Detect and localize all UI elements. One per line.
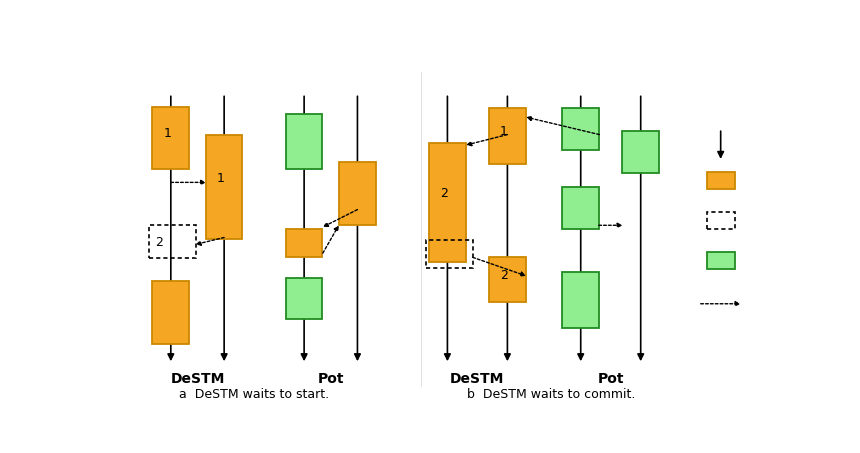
Bar <box>562 272 599 328</box>
Text: 1: 1 <box>500 125 507 138</box>
Text: b  DeSTM waits to commit.: b DeSTM waits to commit. <box>466 388 635 401</box>
Bar <box>707 252 734 269</box>
Text: 2: 2 <box>155 236 163 249</box>
Text: 1: 1 <box>217 172 224 185</box>
Bar <box>150 225 196 258</box>
Bar <box>206 135 243 239</box>
Text: 2: 2 <box>439 187 448 200</box>
Text: 1: 1 <box>163 126 171 140</box>
Bar <box>562 108 599 150</box>
Bar <box>339 163 376 225</box>
Bar <box>286 229 322 257</box>
Bar <box>286 114 322 169</box>
Text: 2: 2 <box>500 269 507 282</box>
Text: DeSTM: DeSTM <box>170 372 224 386</box>
Bar <box>429 143 466 262</box>
Bar <box>152 106 189 169</box>
Text: a  DeSTM waits to start.: a DeSTM waits to start. <box>179 388 329 401</box>
Bar <box>623 131 659 173</box>
Text: Pot: Pot <box>598 372 624 386</box>
Bar <box>489 108 525 164</box>
Bar <box>489 257 525 302</box>
Bar <box>707 212 734 229</box>
Text: Pot: Pot <box>317 372 344 386</box>
Text: DeSTM: DeSTM <box>451 372 505 386</box>
Bar <box>426 240 473 268</box>
Bar <box>286 278 322 319</box>
Bar <box>152 281 189 344</box>
Bar <box>562 187 599 229</box>
Bar <box>707 172 734 188</box>
